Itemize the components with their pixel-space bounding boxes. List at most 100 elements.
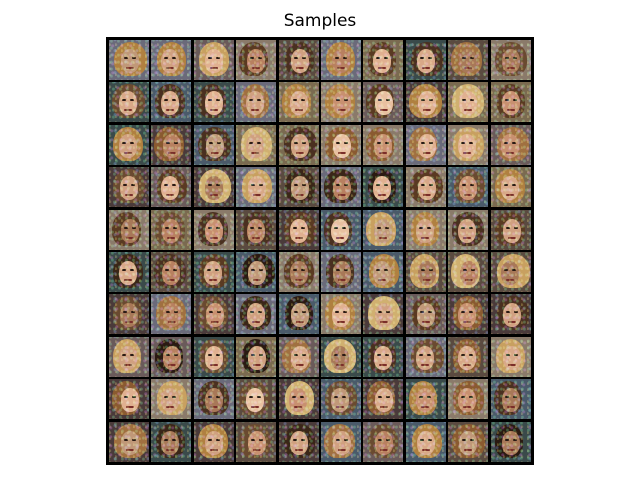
sample-tile xyxy=(448,124,489,165)
sample-tile xyxy=(193,421,234,462)
sample-tile xyxy=(405,124,446,165)
sample-tile xyxy=(405,336,446,377)
sample-tile xyxy=(109,167,149,208)
sample-tile xyxy=(321,421,361,462)
sample-tile xyxy=(278,336,319,377)
sample-tile xyxy=(193,82,234,123)
sample-tile xyxy=(363,82,404,123)
sample-tile xyxy=(193,124,234,165)
sample-tile xyxy=(321,124,361,165)
sample-tile xyxy=(490,82,531,123)
sample-tile xyxy=(236,40,277,80)
sample-tile xyxy=(236,294,277,335)
sample-tile xyxy=(151,82,192,123)
sample-tile xyxy=(448,82,489,123)
sample-tile xyxy=(278,294,319,335)
sample-tile xyxy=(490,167,531,208)
sample-tile xyxy=(193,252,234,292)
sample-tile xyxy=(236,82,277,123)
sample-tile xyxy=(321,379,361,420)
sample-tile xyxy=(490,379,531,420)
sample-tile xyxy=(490,421,531,462)
sample-tile xyxy=(490,209,531,250)
sample-tile xyxy=(193,167,234,208)
sample-tile xyxy=(151,124,192,165)
sample-tile xyxy=(321,209,361,250)
sample-tile xyxy=(193,209,234,250)
sample-tile xyxy=(278,167,319,208)
sample-tile xyxy=(448,294,489,335)
sample-tile xyxy=(321,40,361,80)
sample-tile xyxy=(490,40,531,80)
sample-tile xyxy=(278,379,319,420)
sample-tile xyxy=(405,82,446,123)
sample-tile xyxy=(193,336,234,377)
sample-tile xyxy=(109,209,149,250)
sample-tile xyxy=(363,209,404,250)
sample-tile xyxy=(151,336,192,377)
sample-tile xyxy=(363,124,404,165)
sample-tile xyxy=(236,379,277,420)
sample-tile xyxy=(278,40,319,80)
sample-tile xyxy=(236,336,277,377)
sample-tile xyxy=(278,252,319,292)
sample-tile xyxy=(278,421,319,462)
sample-tile xyxy=(109,421,149,462)
sample-tile xyxy=(278,82,319,123)
sample-tile xyxy=(405,379,446,420)
sample-tile xyxy=(109,124,149,165)
sample-tile xyxy=(448,421,489,462)
sample-tile xyxy=(151,379,192,420)
sample-tile xyxy=(448,252,489,292)
sample-tile xyxy=(490,336,531,377)
sample-tile xyxy=(193,379,234,420)
sample-tile xyxy=(236,167,277,208)
sample-tile xyxy=(321,167,361,208)
sample-tile xyxy=(321,252,361,292)
sample-tile xyxy=(278,209,319,250)
sample-tile xyxy=(109,294,149,335)
figure-title: Samples xyxy=(283,11,357,31)
sample-tile xyxy=(405,294,446,335)
sample-tile xyxy=(109,336,149,377)
sample-tile xyxy=(109,379,149,420)
sample-tile xyxy=(448,167,489,208)
sample-tile xyxy=(363,167,404,208)
sample-tile xyxy=(321,294,361,335)
sample-tile xyxy=(490,124,531,165)
sample-tile xyxy=(405,209,446,250)
sample-tile xyxy=(109,252,149,292)
sample-tile xyxy=(405,40,446,80)
sample-tile xyxy=(490,252,531,292)
sample-tile xyxy=(448,209,489,250)
sample-tile xyxy=(236,124,277,165)
sample-tile xyxy=(363,379,404,420)
sample-tile xyxy=(236,421,277,462)
sample-tile xyxy=(448,336,489,377)
sample-tile xyxy=(448,379,489,420)
sample-tile xyxy=(363,294,404,335)
sample-tile xyxy=(363,40,404,80)
sample-tile xyxy=(151,252,192,292)
sample-tile xyxy=(363,252,404,292)
sample-tile xyxy=(236,209,277,250)
sample-tile xyxy=(236,252,277,292)
sample-tile xyxy=(278,124,319,165)
sample-tile xyxy=(151,421,192,462)
sample-tile xyxy=(321,82,361,123)
sample-tile xyxy=(405,421,446,462)
sample-tile xyxy=(405,167,446,208)
sample-tile xyxy=(490,294,531,335)
sample-tile xyxy=(363,336,404,377)
sample-tile xyxy=(321,336,361,377)
sample-tile xyxy=(448,40,489,80)
sample-tile xyxy=(151,209,192,250)
sample-tile xyxy=(193,40,234,80)
sample-tile xyxy=(363,421,404,462)
sample-tile xyxy=(109,82,149,123)
sample-tile xyxy=(405,252,446,292)
sample-tile xyxy=(109,40,149,80)
sample-tile xyxy=(151,294,192,335)
sample-tile xyxy=(151,40,192,80)
sample-image-grid xyxy=(106,37,534,465)
